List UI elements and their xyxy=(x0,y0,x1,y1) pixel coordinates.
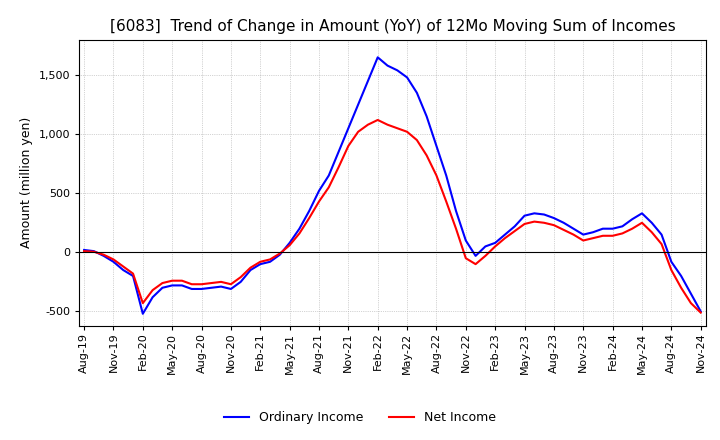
Net Income xyxy=(491,244,500,249)
Ordinary Income xyxy=(168,283,176,288)
Net Income xyxy=(393,125,402,131)
Y-axis label: Amount (million yen): Amount (million yen) xyxy=(20,117,33,248)
Net Income xyxy=(432,173,441,178)
Net Income xyxy=(374,117,382,123)
Ordinary Income xyxy=(374,55,382,60)
Ordinary Income xyxy=(402,75,411,80)
Ordinary Income xyxy=(491,240,500,246)
Ordinary Income xyxy=(138,311,147,316)
Net Income xyxy=(696,310,705,315)
Ordinary Income xyxy=(344,125,353,131)
Net Income xyxy=(80,249,89,254)
Ordinary Income xyxy=(442,173,451,178)
Title: [6083]  Trend of Change in Amount (YoY) of 12Mo Moving Sum of Incomes: [6083] Trend of Change in Amount (YoY) o… xyxy=(109,19,675,34)
Ordinary Income xyxy=(500,232,509,237)
Legend: Ordinary Income, Net Income: Ordinary Income, Net Income xyxy=(220,407,500,429)
Net Income xyxy=(481,253,490,259)
Line: Net Income: Net Income xyxy=(84,120,701,312)
Net Income xyxy=(334,165,343,170)
Ordinary Income xyxy=(696,309,705,314)
Net Income xyxy=(158,280,167,286)
Ordinary Income xyxy=(80,247,89,253)
Line: Ordinary Income: Ordinary Income xyxy=(84,57,701,314)
